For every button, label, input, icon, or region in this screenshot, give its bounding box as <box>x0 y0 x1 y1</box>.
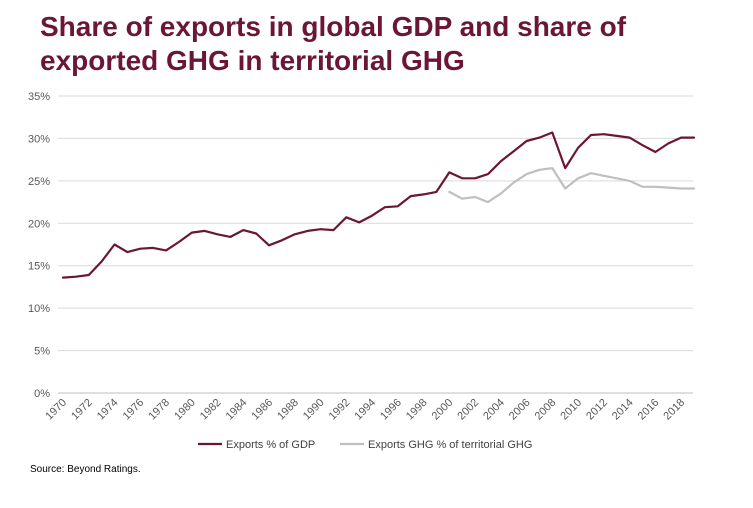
y-tick-label: 10% <box>28 303 50 315</box>
x-tick-label: 1978 <box>146 397 172 423</box>
source-note: Source: Beyond Ratings. <box>30 464 141 475</box>
x-tick-label: 1986 <box>249 397 275 423</box>
x-tick-label: 2016 <box>636 397 662 423</box>
x-tick-label: 1980 <box>172 397 198 423</box>
legend: Exports % of GDP Exports GHG % of territo… <box>198 439 532 451</box>
x-tick-label: 2006 <box>507 397 533 423</box>
x-tick-label: 1988 <box>275 397 301 423</box>
x-tick-label: 2002 <box>455 397 481 423</box>
x-tick-label: 1984 <box>224 397 250 423</box>
x-tick-label: 2010 <box>558 397 584 423</box>
y-tick-label: 0% <box>34 388 50 400</box>
legend-label: Exports GHG % of territorial GHG <box>368 439 532 451</box>
x-tick-label: 1974 <box>95 397 121 423</box>
x-tick-label: 1990 <box>301 397 327 423</box>
x-tick-label: 1992 <box>327 397 353 423</box>
x-tick-label: 2000 <box>430 397 456 423</box>
series-line-exports-ghg <box>448 167 696 204</box>
x-tick-label: 2018 <box>661 397 687 423</box>
x-tick-label: 1970 <box>43 397 69 423</box>
y-tick-label: 30% <box>28 133 50 145</box>
x-tick-label: 1982 <box>198 397 224 423</box>
gridlines <box>58 95 693 394</box>
chart-title: Share of exports in global GDP and share… <box>40 11 627 76</box>
y-tick-label: 25% <box>28 176 50 188</box>
y-tick-label: 20% <box>28 218 50 230</box>
x-tick-label: 1996 <box>378 397 404 423</box>
y-tick-label: 35% <box>28 91 50 103</box>
x-tick-label: 1998 <box>404 397 430 423</box>
x-tick-label: 2008 <box>533 397 559 423</box>
x-tick-label: 2012 <box>584 397 610 423</box>
series-lines <box>61 131 696 279</box>
x-tick-label: 2004 <box>481 397 507 423</box>
y-tick-label: 15% <box>28 261 50 273</box>
y-axis-ticks: 0% 5% 10% 15% 20% 25% 30% 35% <box>28 91 50 400</box>
series-line-exports-gdp <box>61 131 696 279</box>
x-axis-ticks: 1970 1972 1974 1976 1978 1980 1982 1984 1986 1988… <box>43 397 687 423</box>
y-tick-label: 5% <box>34 346 50 358</box>
x-tick-label: 1976 <box>121 397 147 423</box>
legend-label: Exports % of GDP <box>226 439 315 451</box>
x-tick-label: 2014 <box>610 397 636 423</box>
x-tick-label: 1994 <box>352 397 378 423</box>
x-tick-label: 1972 <box>69 397 95 423</box>
